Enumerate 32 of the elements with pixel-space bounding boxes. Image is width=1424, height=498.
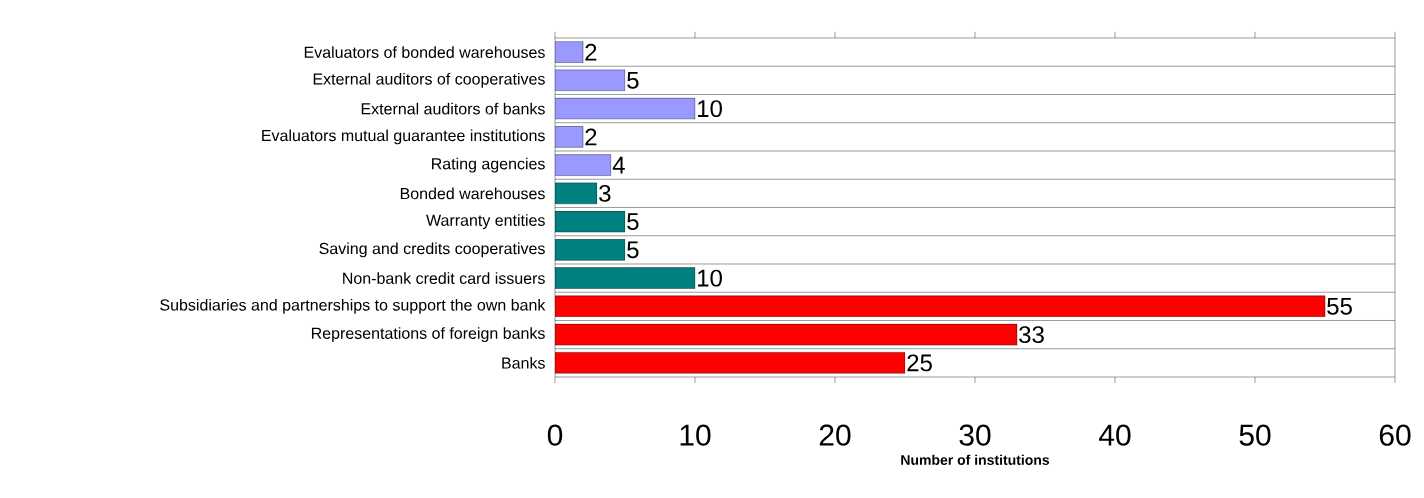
data-label: 25 bbox=[907, 354, 932, 372]
y-tick-label: Saving and credits cooperatives bbox=[319, 242, 545, 258]
y-tick-label: Warranty entities bbox=[426, 214, 545, 230]
data-label: 10 bbox=[698, 100, 722, 118]
data-label: 3 bbox=[599, 184, 611, 202]
data-label: 55 bbox=[1327, 298, 1352, 315]
data-label: 4 bbox=[612, 156, 625, 174]
y-tick-label: External auditors of banks bbox=[361, 102, 545, 115]
data-label: 5 bbox=[627, 241, 639, 259]
x-tick-label: 10 bbox=[680, 424, 711, 446]
y-tick-label: Representations of foreign banks bbox=[311, 327, 545, 343]
data-label: 2 bbox=[585, 128, 597, 146]
x-tick-label: 0 bbox=[547, 424, 563, 446]
y-tick-label: External auditors of cooperatives bbox=[313, 72, 545, 88]
x-tick-label: 40 bbox=[1099, 424, 1131, 446]
data-label: 10 bbox=[698, 269, 722, 287]
data-label: 2 bbox=[585, 43, 597, 61]
y-tick-label: Rating agencies bbox=[432, 157, 545, 173]
x-tick-label: 30 bbox=[959, 424, 991, 446]
x-tick-label: 20 bbox=[819, 424, 851, 446]
y-tick-label: Evaluators mutual guarantee institutions bbox=[262, 129, 545, 145]
data-label: 5 bbox=[627, 213, 639, 230]
y-tick-label: Non-bank credit card issuers bbox=[343, 272, 545, 284]
x-axis-title: Number of institutions bbox=[901, 454, 1050, 465]
data-label: 33 bbox=[1019, 326, 1044, 344]
y-tick-label: Subsidiaries and partnerships to support the own bank bbox=[160, 298, 546, 314]
y-tick-label: Banks bbox=[502, 357, 545, 369]
data-label: 5 bbox=[627, 72, 639, 89]
y-tick-label: Bonded warehouses bbox=[400, 187, 545, 200]
x-tick-label: 60 bbox=[1379, 424, 1411, 446]
y-tick-label: Evaluators of bonded warehouses bbox=[304, 46, 545, 58]
x-tick-label: 50 bbox=[1239, 424, 1271, 446]
